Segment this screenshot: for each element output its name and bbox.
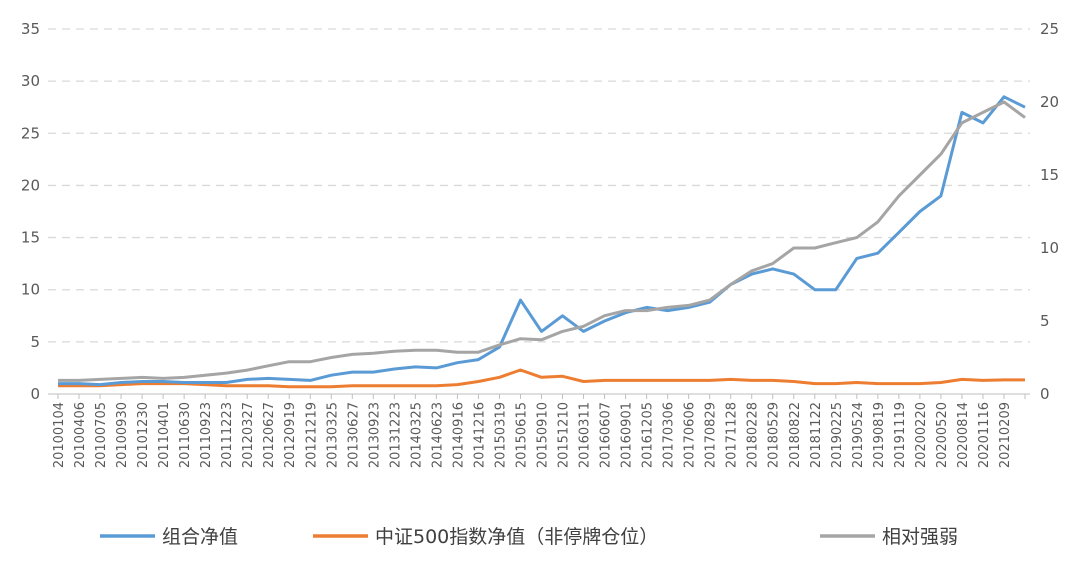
x-tick-label: 20200220 (914, 402, 929, 468)
y-tick-label: 10 (21, 281, 40, 299)
x-tick-label: 20180228 (746, 402, 761, 468)
x-tick-label: 20151210 (557, 402, 572, 468)
x-tick-label: 20161205 (641, 402, 656, 468)
y2-tick-label: 5 (1040, 312, 1050, 330)
series-line (58, 100, 1026, 382)
x-tick-label: 20140325 (409, 402, 424, 468)
y-tick-label: 20 (21, 176, 40, 194)
x-tick-label: 20170606 (683, 402, 698, 468)
x-tick-label: 20140916 (451, 402, 466, 468)
x-tick-label: 20200520 (935, 402, 950, 468)
y2-tick-label: 20 (1040, 93, 1059, 111)
y-tick-label: 0 (30, 385, 40, 403)
x-tick-label: 20120327 (241, 402, 256, 468)
x-tick-label: 20190819 (872, 402, 887, 468)
x-tick-label: 20100104 (52, 402, 67, 468)
x-tick-label: 20150319 (493, 402, 508, 468)
y-tick-label: 35 (21, 20, 40, 38)
x-tick-label: 20100930 (115, 402, 130, 468)
y2-tick-label: 0 (1040, 385, 1050, 403)
legend-label: 相对强弱 (882, 526, 958, 548)
x-tick-label: 20110923 (199, 402, 214, 468)
x-tick-label: 20160607 (599, 402, 614, 468)
x-tick-label: 20140623 (430, 402, 445, 468)
x-tick-label: 20110630 (178, 402, 193, 468)
x-tick-label: 20160311 (578, 402, 593, 468)
series-line (58, 95, 1026, 387)
x-tick-label: 20131223 (388, 402, 403, 468)
x-tick-label: 20160901 (620, 402, 635, 468)
y-tick-label: 30 (21, 72, 40, 90)
x-tick-label: 20111223 (220, 402, 235, 468)
x-tick-label: 20121219 (304, 402, 319, 468)
x-tick-label: 20130325 (325, 402, 340, 468)
x-tick-label: 20170306 (662, 402, 677, 468)
x-tick-label: 20200814 (956, 402, 971, 468)
series-line (58, 368, 1025, 389)
x-tick-label: 20170829 (704, 402, 719, 468)
x-tick-label: 20120627 (262, 402, 277, 468)
x-tick-label: 20101230 (136, 402, 151, 468)
x-tick-label: 20120919 (283, 402, 298, 468)
x-tick-label: 20110401 (157, 402, 172, 468)
y-tick-label: 25 (21, 124, 40, 142)
y2-tick-label: 10 (1040, 239, 1059, 257)
x-tick-label: 20100406 (73, 402, 88, 468)
x-tick-label: 20150615 (514, 402, 529, 468)
x-tick-label: 20130627 (346, 402, 361, 468)
x-tick-label: 20191119 (893, 402, 908, 468)
x-tick-label: 20180822 (788, 402, 803, 468)
x-tick-label: 20201116 (977, 402, 992, 468)
x-tick-label: 20171128 (725, 402, 740, 468)
x-tick-label: 20150910 (536, 402, 551, 468)
legend-label: 中证500指数净值（非停牌仓位） (375, 526, 658, 548)
x-tick-label: 20210209 (998, 402, 1013, 468)
x-tick-label: 20100705 (94, 402, 109, 468)
x-tick-label: 20190225 (830, 402, 845, 468)
x-tick-label: 20181122 (809, 402, 824, 468)
y2-tick-label: 25 (1040, 20, 1059, 38)
y-tick-label: 15 (21, 229, 40, 247)
y-tick-label: 5 (30, 333, 40, 351)
x-tick-label: 20180529 (767, 402, 782, 468)
x-tick-label: 20190524 (851, 402, 866, 468)
y2-tick-label: 15 (1040, 166, 1059, 184)
x-tick-label: 20130923 (367, 402, 382, 468)
legend-label: 组合净值 (162, 526, 238, 548)
x-tick-label: 20141216 (472, 402, 487, 468)
